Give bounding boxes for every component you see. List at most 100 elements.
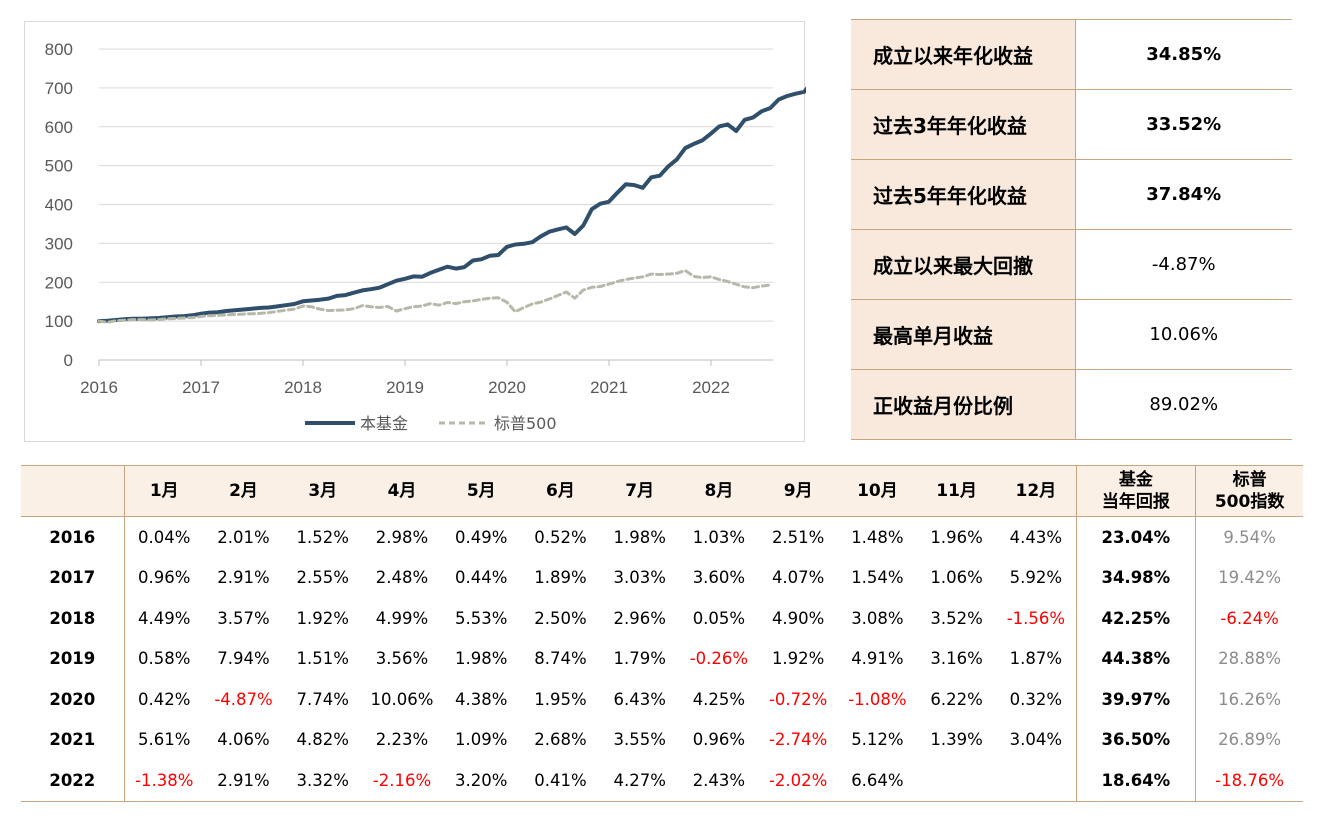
year-cell: 2020	[49, 689, 96, 709]
table-row: 2020 0.42% -4.87% 7.74% 10.06% 4.38% 1.95% 6.43…	[21, 679, 1303, 720]
month-return-cell: 6.22%	[930, 689, 983, 709]
month-return-cell: 7.74%	[296, 689, 349, 709]
x-tick-label: 2018	[284, 378, 322, 397]
monthly-returns-table: 1月 2月 3月 4月 5月 6月 7月 8月 9月 10月 11月 12月 基金 当年回报 标普 500指数…	[21, 465, 1303, 802]
month-return-cell: 2.01%	[217, 527, 270, 547]
month-header: 9月	[758, 465, 838, 517]
month-return-cell: 3.04%	[1009, 730, 1063, 750]
month-return-cell: 4.07%	[771, 568, 825, 588]
month-return-cell: 3.20%	[441, 760, 521, 802]
table-row: 2017 0.96% 2.91% 2.55% 2.48% 0.44% 1.89% 3.03% 3…	[21, 557, 1303, 598]
month-return-cell: -2.16%	[362, 760, 442, 802]
stat-value: -4.87%	[1075, 229, 1292, 300]
year-cell: 2022	[21, 760, 125, 802]
month-return-cell: 0.44%	[455, 568, 508, 588]
month-header: 2月	[203, 465, 284, 517]
fund-annual-return-cell: 23.04%	[1075, 516, 1196, 558]
year-cell: 2019	[49, 649, 96, 669]
month-return-cell: 6.64%	[837, 760, 918, 802]
stat-label: 正收益月份比例	[851, 369, 1076, 440]
month-return-cell: 3.08%	[851, 608, 904, 628]
legend-sp500-label: 标普500	[494, 414, 557, 433]
month-return-cell	[996, 760, 1076, 802]
month-return-cell: 2.98%	[375, 527, 429, 547]
month-header: 10月	[837, 465, 918, 517]
month-return-cell: 1.95%	[534, 689, 587, 709]
month-return-cell: 0.58%	[123, 638, 204, 679]
month-return-cell: 4.90%	[771, 608, 825, 628]
month-header: 11月	[917, 465, 997, 517]
month-return-cell: 3.16%	[930, 649, 983, 669]
y-tick-label: 300	[45, 234, 73, 253]
sp500-annual-return-cell: 16.26%	[1195, 679, 1303, 720]
month-return-cell: 2.91%	[203, 760, 284, 802]
month-return-cell: 1.39%	[930, 730, 983, 750]
stat-label: 过去3年年化收益	[851, 89, 1076, 160]
month-return-cell: 0.32%	[1009, 689, 1063, 709]
month-return-cell: 4.99%	[375, 608, 429, 628]
sp500-annual-return-cell: 19.42%	[1195, 557, 1303, 598]
stat-value: 37.84%	[1075, 159, 1292, 230]
monthly-header-row: 1月 2月 3月 4月 5月 6月 7月 8月 9月 10月 11月 12月 基金 当年回报 标普 500指数	[21, 465, 1303, 517]
month-return-cell: 3.03%	[613, 568, 666, 588]
month-return-cell: 4.25%	[692, 689, 746, 709]
month-return-cell: 4.49%	[123, 598, 204, 639]
month-header: 7月	[600, 465, 680, 517]
table-row: 2016 0.04% 2.01% 1.52% 2.98% 0.49% 0.52% 1.98% 1…	[21, 516, 1303, 558]
month-return-cell: 6.43%	[613, 689, 666, 709]
stat-label: 过去5年年化收益	[851, 159, 1076, 230]
month-return-cell: 1.54%	[851, 568, 904, 588]
month-return-cell: 0.52%	[534, 527, 587, 547]
fund-annual-header-line: 基金	[1118, 470, 1153, 490]
legend-fund-label: 本基金	[360, 414, 408, 433]
stat-row: 过去3年年化收益 33.52%	[851, 89, 1292, 160]
fund-annual-return-cell: 42.25%	[1075, 598, 1196, 639]
month-return-cell: 1.51%	[296, 649, 349, 669]
x-tick-label: 2022	[692, 378, 730, 397]
month-return-cell: 2.48%	[375, 568, 429, 588]
month-header: 5月	[441, 465, 521, 517]
month-return-cell: 1.79%	[613, 649, 666, 669]
month-return-cell: 5.53%	[455, 608, 508, 628]
month-return-cell: 8.74%	[534, 649, 587, 669]
y-tick-label: 600	[45, 118, 73, 137]
month-return-cell: 2.43%	[679, 760, 759, 802]
x-tick-label: 2020	[488, 378, 526, 397]
month-return-cell: 0.42%	[123, 679, 204, 720]
stat-value: 10.06%	[1075, 299, 1292, 370]
month-return-cell: 0.05%	[692, 608, 746, 628]
fund-annual-return-cell: 44.38%	[1075, 638, 1196, 679]
month-return-cell: 5.92%	[1009, 568, 1063, 588]
month-return-cell: 0.49%	[455, 527, 508, 547]
month-return-cell: 1.96%	[930, 527, 983, 547]
month-return-cell: 10.06%	[370, 689, 434, 709]
month-return-cell: 3.52%	[930, 608, 983, 628]
month-header: 1月	[123, 465, 204, 517]
sp500-annual-return-cell: 28.88%	[1195, 638, 1303, 679]
fund-series-line	[97, 86, 806, 324]
month-return-cell: 1.06%	[930, 568, 983, 588]
year-header-cell	[21, 465, 125, 517]
month-return-cell: -1.56%	[1006, 608, 1066, 628]
month-header: 8月	[679, 465, 759, 517]
x-tick-label: 2021	[590, 378, 628, 397]
month-return-cell: 1.92%	[296, 608, 349, 628]
y-tick-label: 500	[45, 157, 73, 176]
month-return-cell: 4.91%	[851, 649, 904, 669]
month-return-cell: -1.38%	[123, 760, 204, 802]
month-return-cell: 1.03%	[692, 527, 746, 547]
table-row: 2018 4.49% 3.57% 1.92% 4.99% 5.53% 2.50% 2.96% 0…	[21, 598, 1303, 639]
line-chart: 0 100 200 300 400 500 600 700 800 2016 2017 2018 201…	[24, 21, 806, 442]
month-return-cell: 3.60%	[692, 568, 746, 588]
x-tick-label: 2017	[182, 378, 220, 397]
month-return-cell: 1.09%	[455, 730, 508, 750]
month-return-cell: 5.12%	[851, 730, 904, 750]
sp500-annual-header-line: 标普	[1232, 470, 1267, 490]
sp500-annual-return-cell: 9.54%	[1195, 516, 1303, 558]
month-return-cell: 1.52%	[296, 527, 349, 547]
month-return-cell: -4.87%	[214, 689, 273, 709]
month-return-cell: 3.56%	[375, 649, 429, 669]
month-return-cell: 2.96%	[613, 608, 666, 628]
year-cell: 2016	[49, 527, 96, 547]
fund-annual-return-cell: 34.98%	[1075, 557, 1196, 598]
